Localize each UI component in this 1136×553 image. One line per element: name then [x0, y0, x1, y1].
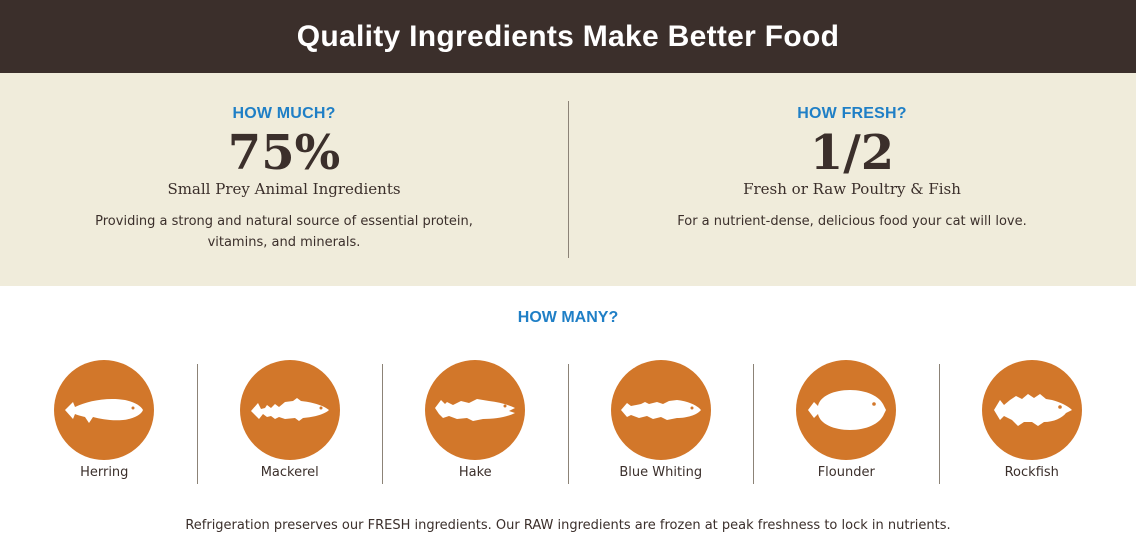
page-header: Quality Ingredients Make Better Food [0, 0, 1136, 73]
stat-how-much: HOW MUCH? 75% Small Prey Animal Ingredie… [0, 73, 568, 286]
fish-list: Herring Mackerel Hake Blue Whiting [0, 360, 1136, 484]
fish-divider [567, 364, 569, 484]
stats-divider [568, 101, 569, 258]
fish-divider [196, 364, 198, 484]
fish-item-herring: Herring [12, 360, 197, 484]
fish-item-mackerel: Mackerel [198, 360, 383, 484]
blue-whiting-icon [610, 360, 711, 460]
stat-question: HOW FRESH? [797, 105, 907, 122]
hake-icon [425, 360, 526, 460]
page-title: Quality Ingredients Make Better Food [296, 19, 840, 53]
stat-value: 1/2 [809, 125, 895, 181]
fish-label: Herring [80, 465, 129, 480]
fish-divider [938, 364, 940, 484]
stat-value: 75% [227, 125, 341, 181]
fish-label: Flounder [817, 465, 875, 480]
stat-subtitle: Small Prey Animal Ingredients [167, 180, 401, 198]
fish-label: Blue Whiting [619, 465, 703, 480]
fish-label: Mackerel [260, 465, 319, 480]
flounder-icon [796, 360, 897, 460]
fish-item-flounder: Flounder [754, 360, 939, 484]
stat-how-fresh: HOW FRESH? 1/2 Fresh or Raw Poultry & Fi… [568, 73, 1136, 286]
stat-subtitle: Fresh or Raw Poultry & Fish [743, 180, 961, 198]
herring-icon [54, 360, 155, 460]
fish-label: Hake [458, 465, 492, 480]
stat-description: Providing a strong and natural source of… [95, 214, 473, 250]
fish-item-hake: Hake [383, 360, 568, 484]
fish-label: Rockfish [1004, 465, 1059, 480]
fish-divider [753, 364, 754, 484]
footer-note: Refrigeration preserves our FRESH ingred… [185, 518, 951, 533]
stat-question: HOW MUCH? [232, 105, 336, 122]
rockfish-icon [981, 360, 1082, 460]
stat-description: For a nutrient-dense, delicious food you… [677, 214, 1027, 229]
fish-divider [382, 364, 383, 484]
how-many-heading: HOW MANY? [517, 309, 619, 326]
fish-item-rockfish: Rockfish [940, 360, 1125, 484]
stats-section: HOW MUCH? 75% Small Prey Animal Ingredie… [0, 73, 1136, 286]
fish-item-blue-whiting: Blue Whiting [569, 360, 754, 484]
mackerel-icon [239, 360, 340, 460]
